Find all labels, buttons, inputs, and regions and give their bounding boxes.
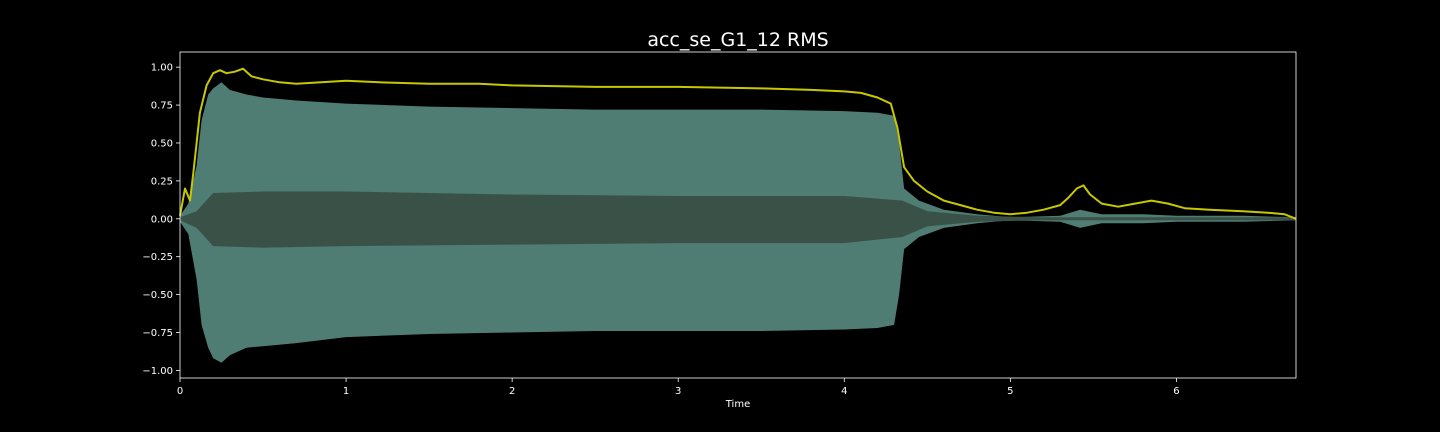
x-tick-label: 2: [509, 386, 515, 397]
x-tick-label: 4: [841, 386, 847, 397]
y-tick-label: −1.00: [142, 366, 173, 377]
y-tick-label: 0.00: [151, 214, 173, 225]
y-tick-label: −0.75: [142, 328, 173, 339]
y-tick-label: 0.75: [151, 101, 173, 112]
x-tick-label: 3: [675, 386, 681, 397]
rms-line: [179, 67, 1297, 220]
axis-ticks: 0 1 2 3 4 5 6 1.00 0.75 0.50 0.25 0.00 −0.25 −0.50 −0.…: [142, 63, 1179, 397]
chart-title: acc_se_G1_12 RMS: [647, 29, 828, 51]
y-tick-label: −0.50: [142, 290, 173, 301]
x-tick-label: 1: [343, 386, 349, 397]
x-axis-label: Time: [725, 399, 750, 410]
waveform-core-area: [180, 191, 1296, 248]
y-tick-label: 0.50: [151, 138, 173, 149]
y-tick-label: −0.25: [142, 252, 173, 263]
plot-area: [179, 67, 1297, 363]
y-tick-label: 1.00: [151, 63, 173, 74]
x-tick-label: 0: [177, 386, 183, 397]
plot-frame: [179, 51, 1297, 379]
y-tick-label: 0.25: [151, 176, 173, 187]
x-tick-label: 5: [1007, 386, 1013, 397]
x-tick-label: 6: [1173, 386, 1179, 397]
